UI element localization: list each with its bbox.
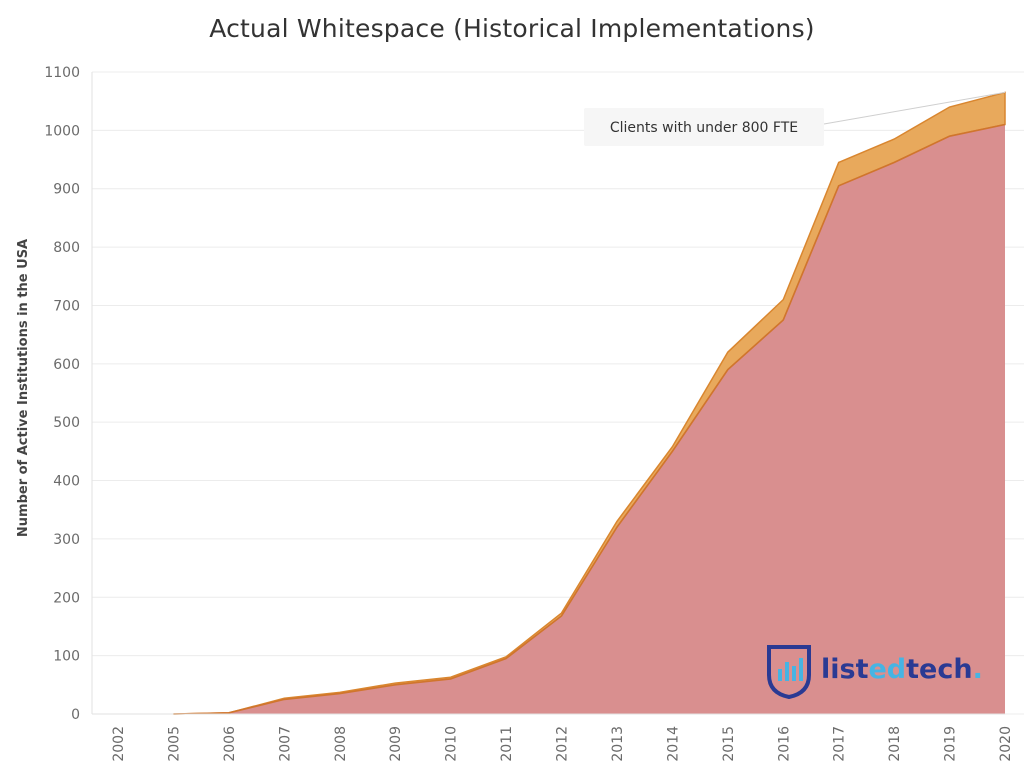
x-tick-label: 2019 [943, 726, 959, 762]
x-tick-label: 2020 [998, 726, 1014, 762]
y-axis-ticks: 0 100 200 300 400 500 600 700 800 900 1000 1100 [44, 65, 80, 723]
x-tick-label: 2002 [111, 726, 127, 762]
y-tick-label: 200 [53, 590, 80, 606]
x-tick-label: 2009 [388, 726, 404, 762]
y-tick-label: 0 [71, 707, 80, 723]
x-axis-ticks: 2002 2005 2006 2007 2008 2009 2010 2011 2012 2013… [92, 713, 1014, 762]
chart-title: Actual Whitespace (Historical Implementa… [209, 14, 815, 43]
x-tick-label: 2006 [222, 726, 238, 762]
x-tick-label: 2013 [610, 726, 626, 762]
x-tick-label: 2008 [333, 726, 349, 762]
x-tick-label: 2011 [499, 726, 515, 762]
series-annotation: Clients with under 800 FTE [584, 91, 1006, 146]
y-tick-label: 400 [53, 474, 80, 490]
y-tick-label: 300 [53, 532, 80, 548]
x-tick-label: 2017 [832, 726, 848, 762]
logo-bar-1 [778, 669, 782, 681]
y-tick-label: 800 [53, 240, 80, 256]
annotation-box [584, 108, 824, 146]
x-tick-label: 2015 [721, 726, 737, 762]
y-tick-label: 1100 [44, 65, 80, 81]
primary-series-line [173, 123, 1006, 715]
annotation-label: Clients with under 800 FTE [610, 120, 798, 136]
logo-text-tech: tech [906, 654, 972, 685]
x-tick-label: 2007 [277, 726, 293, 762]
area-series-primary [173, 124, 1005, 714]
annotation-leader-line [823, 91, 1006, 125]
listedtech-logo: listedtech. [767, 645, 983, 700]
y-tick-label: 700 [53, 298, 80, 314]
y-tick-label: 500 [53, 415, 80, 431]
logo-text-dot: . [973, 654, 983, 685]
x-tick-label: 2014 [665, 726, 681, 762]
logo-bar-2 [785, 662, 789, 681]
y-tick-label: 900 [53, 182, 80, 198]
x-tick-label: 2005 [166, 726, 182, 762]
shield-icon [767, 645, 811, 700]
area-series [173, 91, 1006, 715]
x-tick-label: 2010 [444, 726, 460, 762]
y-tick-label: 100 [53, 649, 80, 665]
y-tick-label: 1000 [44, 123, 80, 139]
logo-bar-3 [792, 666, 796, 681]
svg-text:listedtech.: listedtech. [821, 654, 983, 685]
logo-text-list: list [821, 654, 869, 685]
y-tick-label: 600 [53, 357, 80, 373]
y-axis-title: Number of Active Institutions in the USA [16, 239, 31, 537]
logo-text-ed: ed [869, 654, 907, 685]
x-tick-label: 2012 [555, 726, 571, 762]
logo-bar-4 [799, 658, 803, 681]
x-tick-label: 2018 [887, 726, 903, 762]
x-tick-label: 2016 [776, 726, 792, 762]
